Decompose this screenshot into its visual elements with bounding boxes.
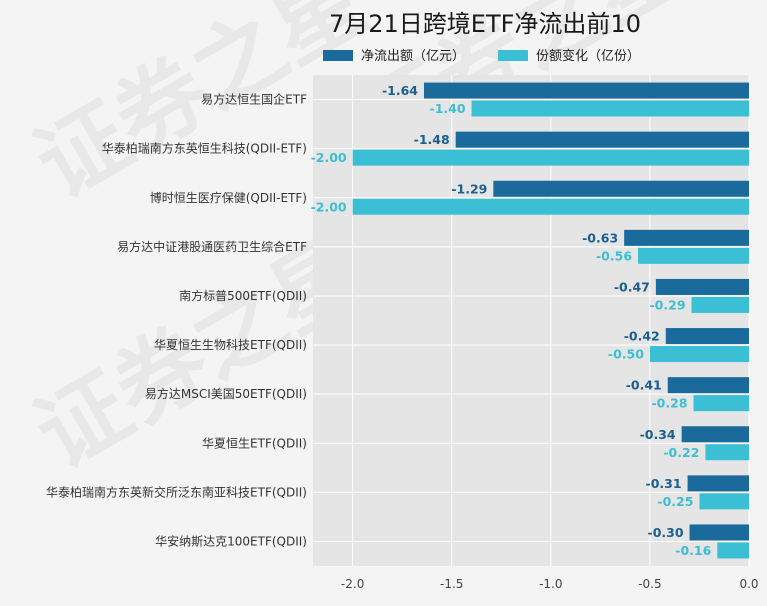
legend-label-outflow: 净流出额（亿元）: [361, 49, 465, 64]
category-label: 华安纳斯达克100ETF(QDII): [155, 533, 307, 548]
legend-swatch-outflow: [323, 50, 353, 61]
bar-outflow: [624, 229, 749, 246]
category-labels: 易方达恒生国企ETF 华泰柏瑞南方东英恒生科技(QDII-ETF) 博时恒生医疗保健…: [46, 92, 307, 549]
bar-outflow: [689, 524, 749, 541]
bars: [352, 82, 749, 559]
bar-shares: [717, 542, 749, 559]
data-label-outflow: -0.31: [646, 476, 682, 491]
category-label: 易方达恒生国企ETF: [201, 92, 307, 107]
bar-shares: [699, 493, 749, 510]
data-label-shares: -0.29: [649, 297, 685, 312]
data-label-shares: -0.25: [657, 494, 693, 509]
bar-outflow: [493, 180, 749, 197]
bar-outflow: [455, 131, 749, 148]
x-axis-ticks: -2.0 -1.5 -1.0 -0.5 0.0: [341, 577, 759, 591]
data-label-outflow: -0.34: [640, 427, 676, 442]
data-label-outflow: -0.63: [582, 230, 618, 245]
bar-outflow: [687, 475, 749, 492]
data-label-shares: -1.40: [430, 101, 466, 116]
data-label-outflow: -1.48: [414, 132, 450, 147]
category-label: 南方标普500ETF(QDII): [179, 288, 307, 303]
data-label-outflow: -0.30: [648, 525, 684, 540]
data-label-outflow: -1.29: [451, 181, 487, 196]
legend-label-shares: 份额变化（亿份）: [536, 48, 640, 64]
bar-outflow: [667, 377, 749, 394]
x-tick-label: 0.0: [739, 577, 758, 591]
x-tick-label: -2.0: [341, 577, 364, 591]
data-label-shares: -0.28: [651, 396, 687, 411]
category-label: 华泰柏瑞南方东英新交所泛东南亚科技ETF(QDII): [46, 484, 307, 499]
bar-shares: [691, 296, 749, 313]
data-label-shares: -0.56: [596, 248, 632, 263]
bar-outflow: [423, 82, 749, 99]
category-label: 华夏恒生ETF(QDII): [202, 436, 307, 450]
bar-shares: [352, 149, 749, 166]
bar-outflow: [655, 278, 749, 295]
bar-shares: [649, 346, 749, 363]
data-label-shares: -0.50: [608, 347, 644, 362]
chart-title: 7月21日跨境ETF净流出前10: [329, 10, 641, 38]
x-tick-label: -1.5: [440, 577, 463, 591]
category-label: 易方达中证港股通医药卫生综合ETF: [117, 239, 307, 254]
bar-shares: [471, 100, 749, 117]
data-label-shares: -2.00: [311, 199, 347, 214]
data-label-shares: -0.16: [675, 543, 711, 558]
category-label: 易方达MSCI美国50ETF(QDII): [145, 386, 307, 401]
legend-swatch-shares: [498, 50, 528, 61]
bar-shares: [638, 247, 749, 264]
data-label-shares: -0.22: [663, 445, 699, 460]
bar-outflow: [681, 426, 749, 443]
data-label-outflow: -0.41: [626, 378, 662, 393]
bar-shares: [705, 444, 749, 461]
data-label-outflow: -0.47: [614, 279, 650, 294]
x-tick-label: -0.5: [638, 577, 661, 591]
data-label-outflow: -0.42: [624, 329, 660, 344]
legend: 净流出额（亿元） 份额变化（亿份）: [323, 48, 640, 64]
bar-shares: [352, 198, 749, 215]
bar-shares: [693, 395, 749, 412]
x-tick-label: -1.0: [539, 577, 562, 591]
category-label: 博时恒生医疗保健(QDII-ETF): [150, 190, 307, 205]
data-labels: -1.64 -1.40 -1.48 -2.00 -1.29 -2.00 -0.63 -0.56…: [311, 83, 712, 558]
data-label-outflow: -1.64: [382, 83, 418, 98]
bar-outflow: [665, 328, 749, 345]
data-label-shares: -2.00: [311, 150, 347, 165]
category-label: 华泰柏瑞南方东英恒生科技(QDII-ETF): [102, 141, 307, 156]
category-label: 华夏恒生生物科技ETF(QDII): [154, 338, 307, 352]
